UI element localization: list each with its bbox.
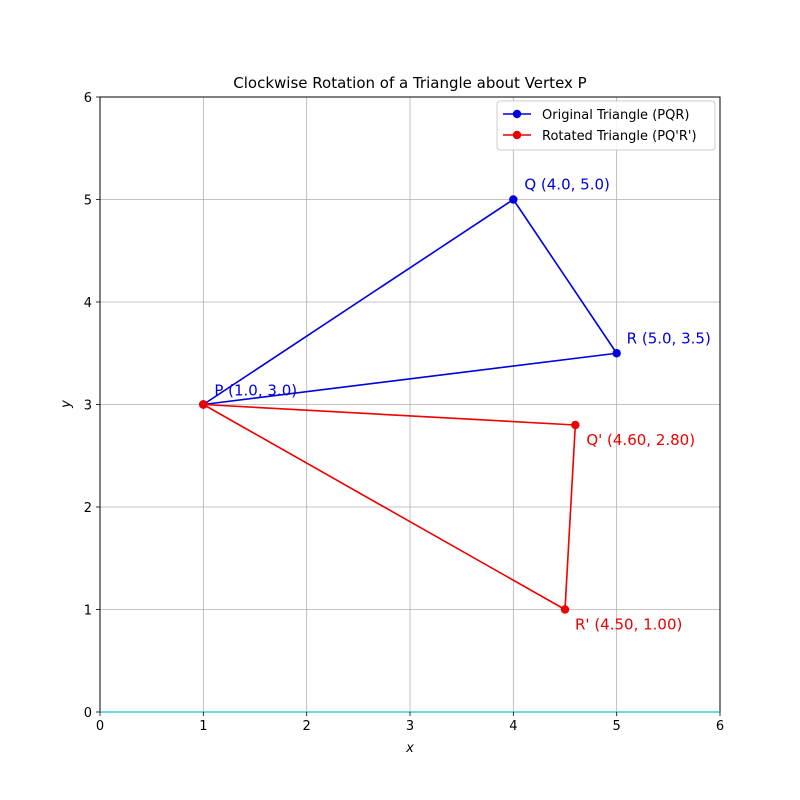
x-tick-label: 6 [716, 719, 724, 734]
series-point [612, 349, 621, 358]
x-tick-label: 0 [96, 719, 104, 734]
y-tick-label: 5 [84, 194, 92, 209]
x-ticks: 0 1 2 3 4 5 6 [96, 712, 724, 734]
legend-marker [512, 130, 522, 140]
point-annotation: P (1.0, 3.0) [214, 382, 297, 400]
y-axis-label: y [59, 400, 74, 409]
y-ticks: 0 1 2 3 4 5 6 [84, 91, 100, 721]
series-point [199, 400, 208, 409]
point-annotation: Q' (4.60, 2.80) [586, 431, 695, 449]
x-tick-label: 4 [509, 719, 517, 734]
x-tick-label: 3 [406, 719, 414, 734]
chart-title: Clockwise Rotation of a Triangle about V… [233, 74, 586, 92]
series-line-rotated [202, 403, 577, 611]
x-tick-label: 5 [613, 719, 621, 734]
x-axis-label: x [405, 741, 414, 756]
y-tick-label: 2 [84, 501, 92, 516]
point-annotation: R' (4.50, 1.00) [575, 616, 682, 634]
legend-label: Rotated Triangle (PQ'R') [542, 129, 697, 144]
y-tick-label: 1 [84, 604, 92, 619]
series-point [560, 605, 570, 614]
series-point [509, 195, 518, 204]
series-line-original [202, 198, 618, 406]
legend-box [496, 100, 716, 151]
point-annotation: Q (4.0, 5.0) [524, 176, 610, 194]
y-tick-label: 3 [84, 399, 92, 414]
legend-marker [512, 109, 522, 119]
point-annotation: R (5.0, 3.5) [627, 329, 711, 347]
x-tick-label: 1 [199, 719, 207, 734]
series [199, 195, 621, 614]
y-tick-label: 6 [84, 91, 92, 106]
annotations: P (1.0, 3.0) Q (4.0, 5.0) R (5.0, 3.5) Q' (… [214, 176, 710, 634]
y-tick-label: 4 [84, 296, 92, 311]
y-tick-label: 0 [84, 706, 92, 721]
x-tick-label: 2 [303, 719, 311, 734]
legend: Original Triangle (PQR) Rotated Triangle … [496, 100, 716, 151]
legend-label: Original Triangle (PQR) [542, 108, 689, 123]
series-point [571, 420, 580, 430]
